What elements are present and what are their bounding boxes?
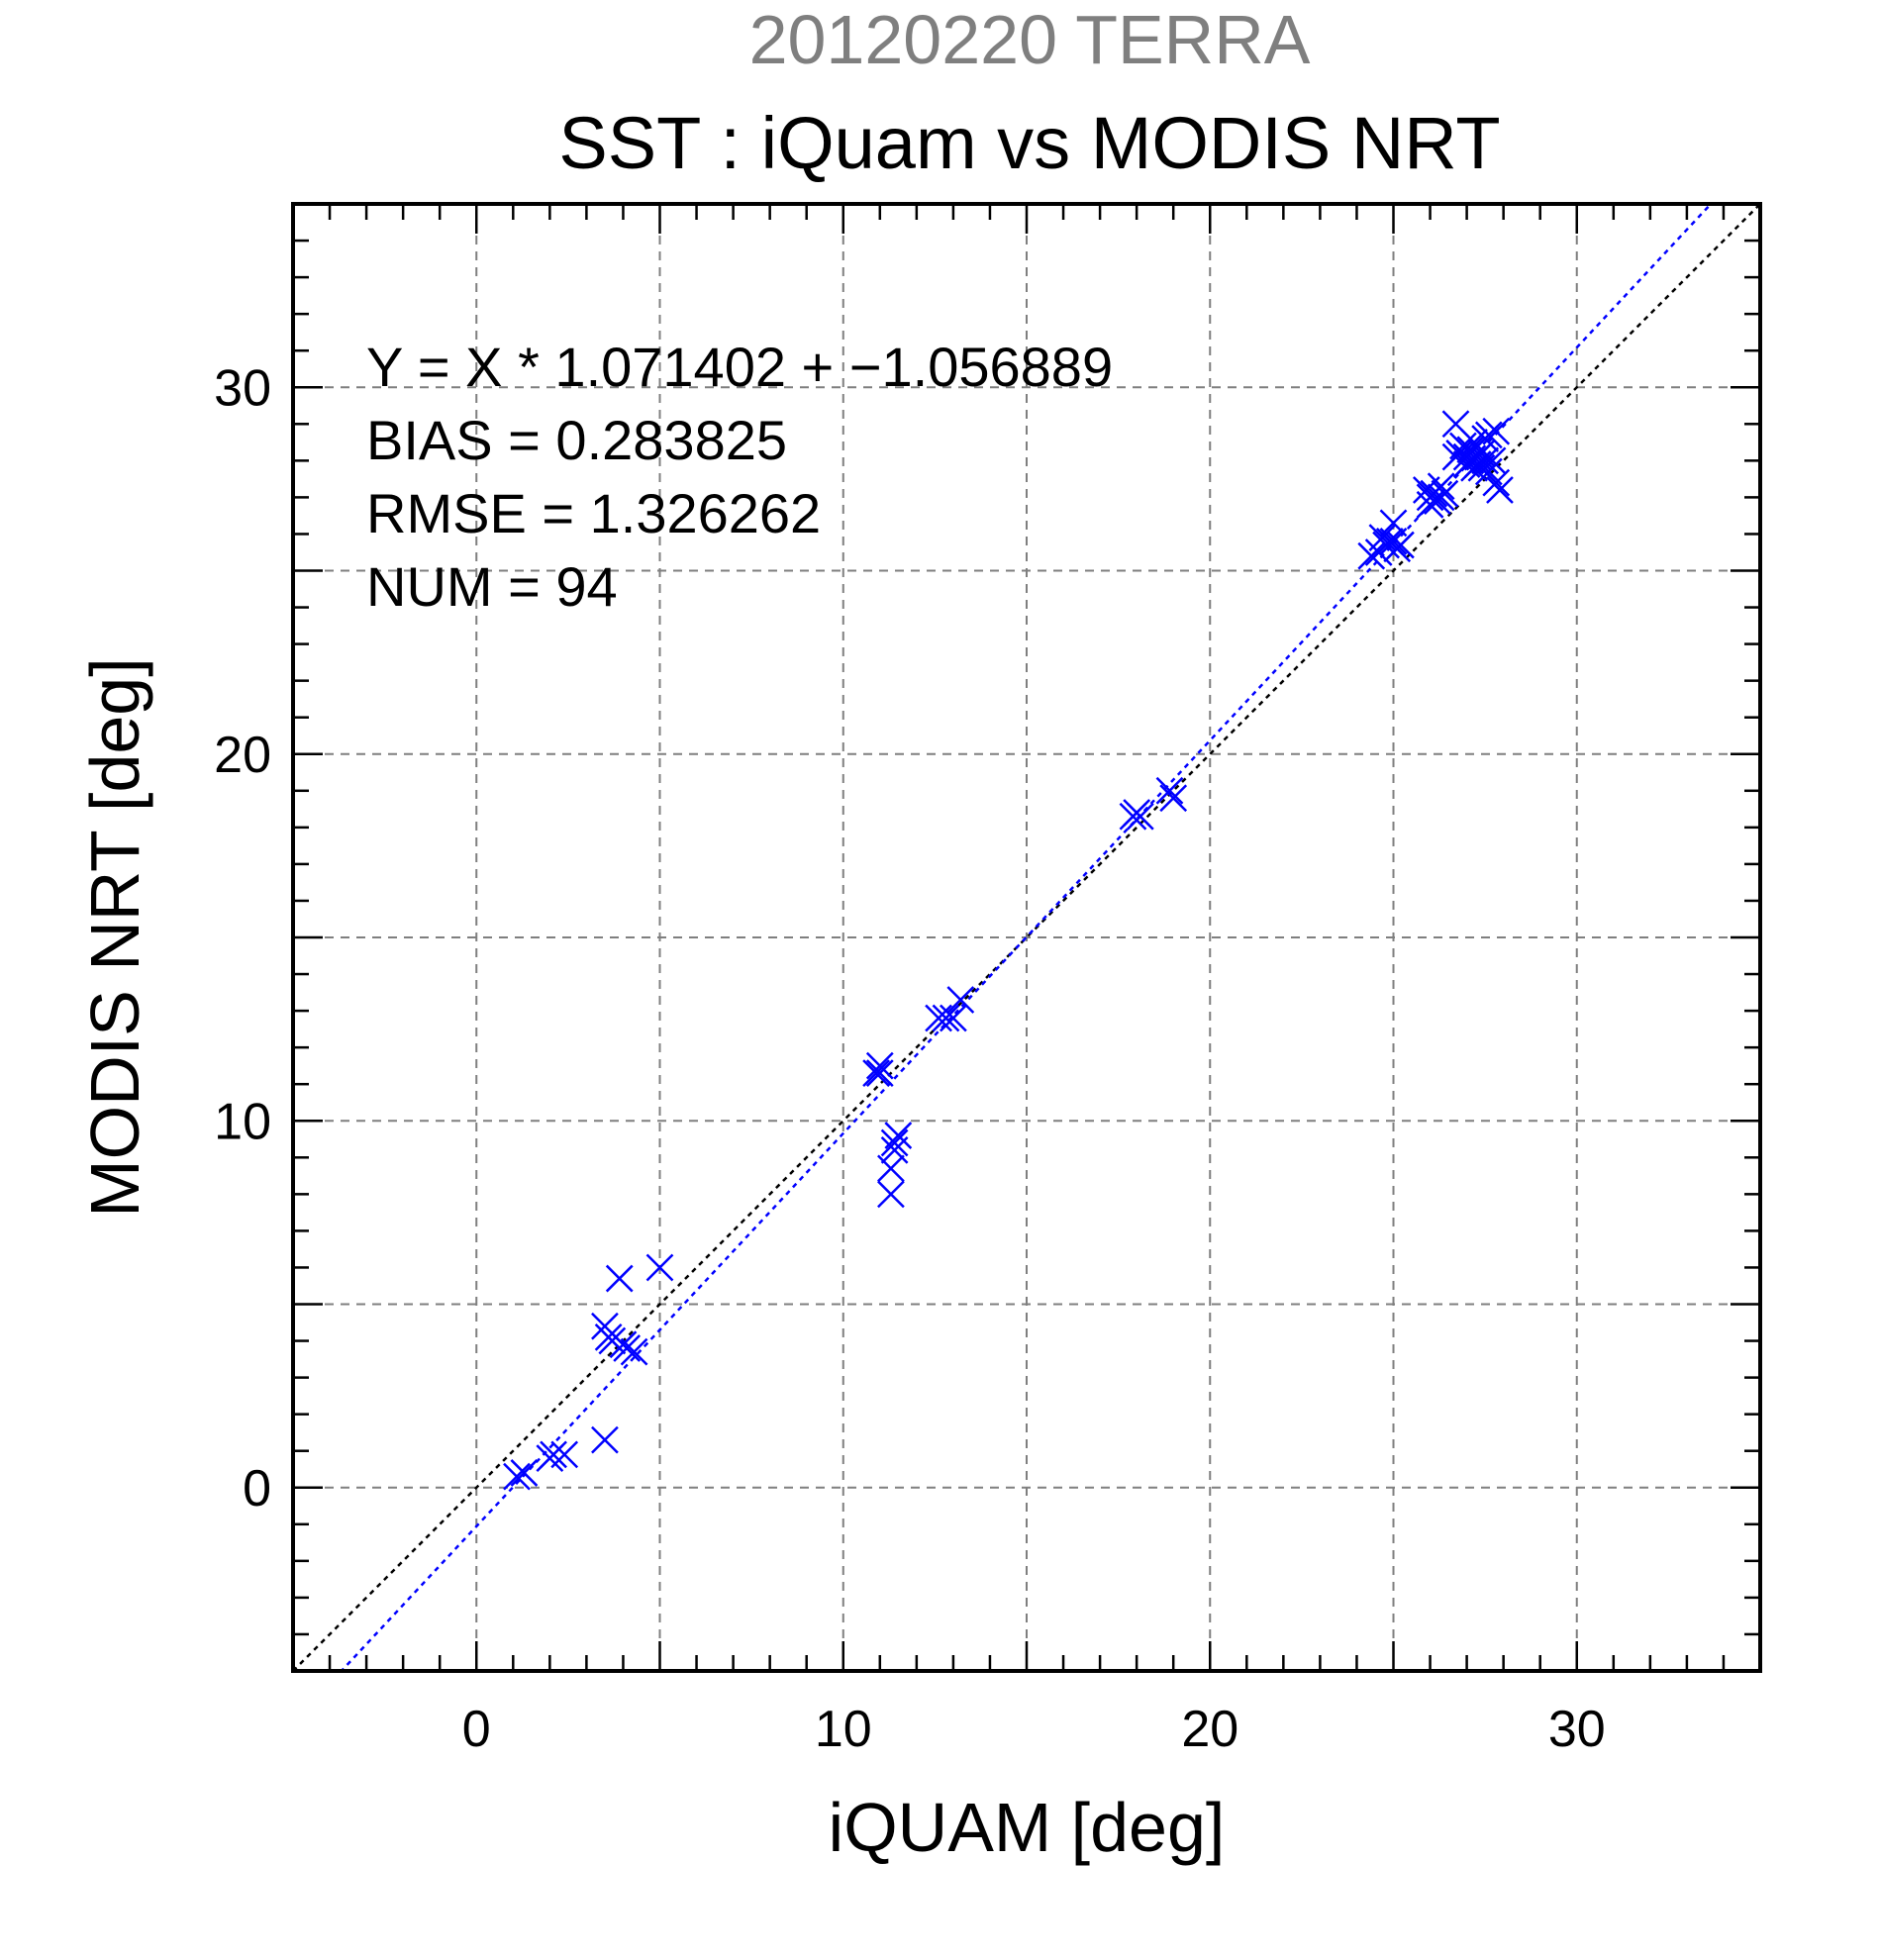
data-point xyxy=(591,1425,619,1454)
data-point xyxy=(877,1180,905,1209)
data-point xyxy=(1471,446,1500,475)
data-point xyxy=(550,1440,579,1469)
axis-ticks xyxy=(293,204,1760,1671)
grid-lines xyxy=(293,204,1760,1671)
y-axis-label: MODIS NRT [deg] xyxy=(76,657,153,1217)
data-point xyxy=(865,1051,894,1080)
data-point xyxy=(613,1334,642,1362)
data-point xyxy=(877,1154,905,1183)
data-point xyxy=(1482,417,1511,445)
chart-title: SST : iQuam vs MODIS NRT xyxy=(558,102,1500,184)
data-point xyxy=(1357,541,1386,570)
data-point xyxy=(540,1440,567,1469)
data-point xyxy=(605,1264,634,1293)
data-point xyxy=(510,1459,539,1487)
data-point xyxy=(862,1059,890,1087)
x-axis-label: iQUAM [deg] xyxy=(829,1789,1226,1866)
data-point xyxy=(620,1337,648,1366)
y-tick-label: 30 xyxy=(214,359,271,417)
tick-labels: 0 10 20 30 0 10 20 30 xyxy=(214,359,1606,1758)
y-tick-label: 0 xyxy=(243,1460,271,1518)
data-point xyxy=(503,1462,531,1491)
data-points xyxy=(503,410,1514,1491)
data-point xyxy=(1379,527,1408,555)
chart-date-label: 20120220 TERRA xyxy=(749,1,1311,78)
data-point xyxy=(1449,432,1477,460)
sample-count: NUM = 94 xyxy=(366,555,618,618)
data-point xyxy=(932,1004,960,1032)
x-tick-label: 10 xyxy=(815,1701,872,1758)
data-point xyxy=(946,986,975,1014)
data-point xyxy=(884,1122,913,1149)
y-tick-label: 20 xyxy=(214,727,271,784)
data-point xyxy=(940,1004,967,1032)
data-point xyxy=(865,1059,894,1087)
data-point xyxy=(1486,476,1514,504)
x-tick-label: 20 xyxy=(1181,1701,1238,1758)
data-point xyxy=(1427,472,1455,501)
data-point xyxy=(925,1004,952,1032)
stats-box: Y = X * 1.071402 + −1.056889 BIAS = 0.28… xyxy=(366,336,1113,618)
x-tick-label: 0 xyxy=(462,1701,491,1758)
data-point xyxy=(1155,776,1184,805)
data-point xyxy=(645,1253,674,1282)
data-point xyxy=(598,1326,627,1355)
y-tick-label: 10 xyxy=(214,1093,271,1150)
fit-equation: Y = X * 1.071402 + −1.056889 xyxy=(366,336,1113,398)
data-point xyxy=(1368,524,1397,552)
x-tick-label: 30 xyxy=(1548,1701,1606,1758)
bias-value: BIAS = 0.283825 xyxy=(366,409,787,471)
data-point xyxy=(1126,802,1154,831)
plot-frame xyxy=(291,202,1762,1673)
data-point xyxy=(1159,784,1188,813)
data-point xyxy=(880,1128,909,1157)
data-point xyxy=(1482,468,1511,497)
data-point xyxy=(1387,531,1415,559)
data-point xyxy=(1474,421,1503,449)
data-point xyxy=(1431,479,1459,508)
rmse-value: RMSE = 1.326262 xyxy=(366,482,821,544)
